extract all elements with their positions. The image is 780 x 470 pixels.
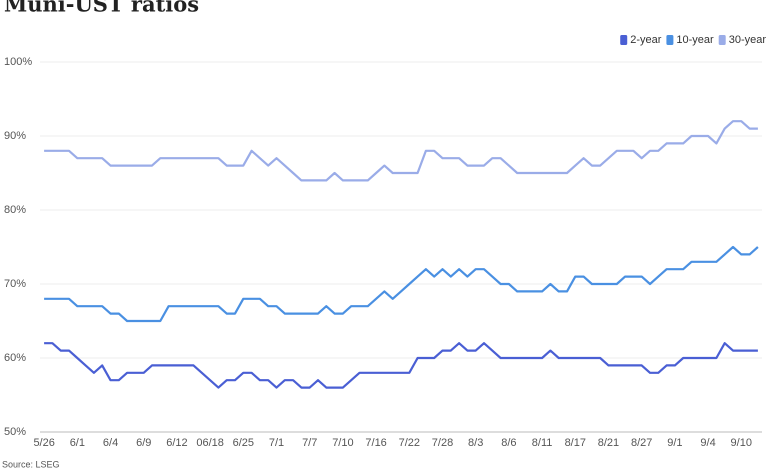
x-tick-label: 7/10 (332, 437, 353, 449)
x-tick-label: 8/11 (532, 437, 553, 449)
source-note: Source: LSEG (2, 459, 60, 469)
x-tick-label: 7/7 (302, 437, 317, 449)
x-tick-label: 6/1 (70, 437, 85, 449)
chart-title: Muni-UST ratios (4, 0, 199, 17)
legend-label: 30-year (729, 34, 767, 46)
series-line (44, 120, 758, 182)
y-tick-label: 100% (4, 56, 32, 68)
x-tick-label: 06/18 (196, 437, 224, 449)
x-tick-label: 8/6 (501, 437, 516, 449)
y-tick-label: 60% (4, 352, 26, 364)
x-tick-label: 9/4 (700, 437, 715, 449)
x-tick-label: 5/26 (33, 437, 54, 449)
legend-swatch (666, 35, 674, 45)
x-tick-label: 7/22 (399, 437, 420, 449)
y-tick-label: 50% (4, 426, 26, 438)
x-tick-label: 9/10 (731, 437, 752, 449)
x-tick-label: 7/1 (269, 437, 284, 449)
series-line (44, 342, 758, 389)
x-tick-label: 6/25 (233, 437, 254, 449)
y-tick-label: 90% (4, 130, 26, 142)
y-tick-label: 70% (4, 278, 26, 290)
x-tick-label: 6/9 (136, 437, 151, 449)
x-tick-label: 8/21 (598, 437, 619, 449)
x-tick-label: 6/12 (166, 437, 187, 449)
x-tick-label: 6/4 (103, 437, 118, 449)
x-tick-label: 9/1 (667, 437, 682, 449)
legend-label: 10-year (676, 34, 714, 46)
legend-swatch (620, 35, 628, 45)
legend-label: 2-year (630, 34, 662, 46)
x-tick-label: 8/27 (631, 437, 652, 449)
series-line (44, 245, 759, 323)
x-tick-label: 7/28 (432, 437, 453, 449)
x-tick-label: 8/3 (468, 437, 483, 449)
legend-swatch (718, 35, 726, 45)
x-tick-label: 8/17 (565, 437, 586, 449)
y-tick-label: 80% (4, 204, 26, 216)
x-tick-label: 7/16 (365, 437, 386, 449)
